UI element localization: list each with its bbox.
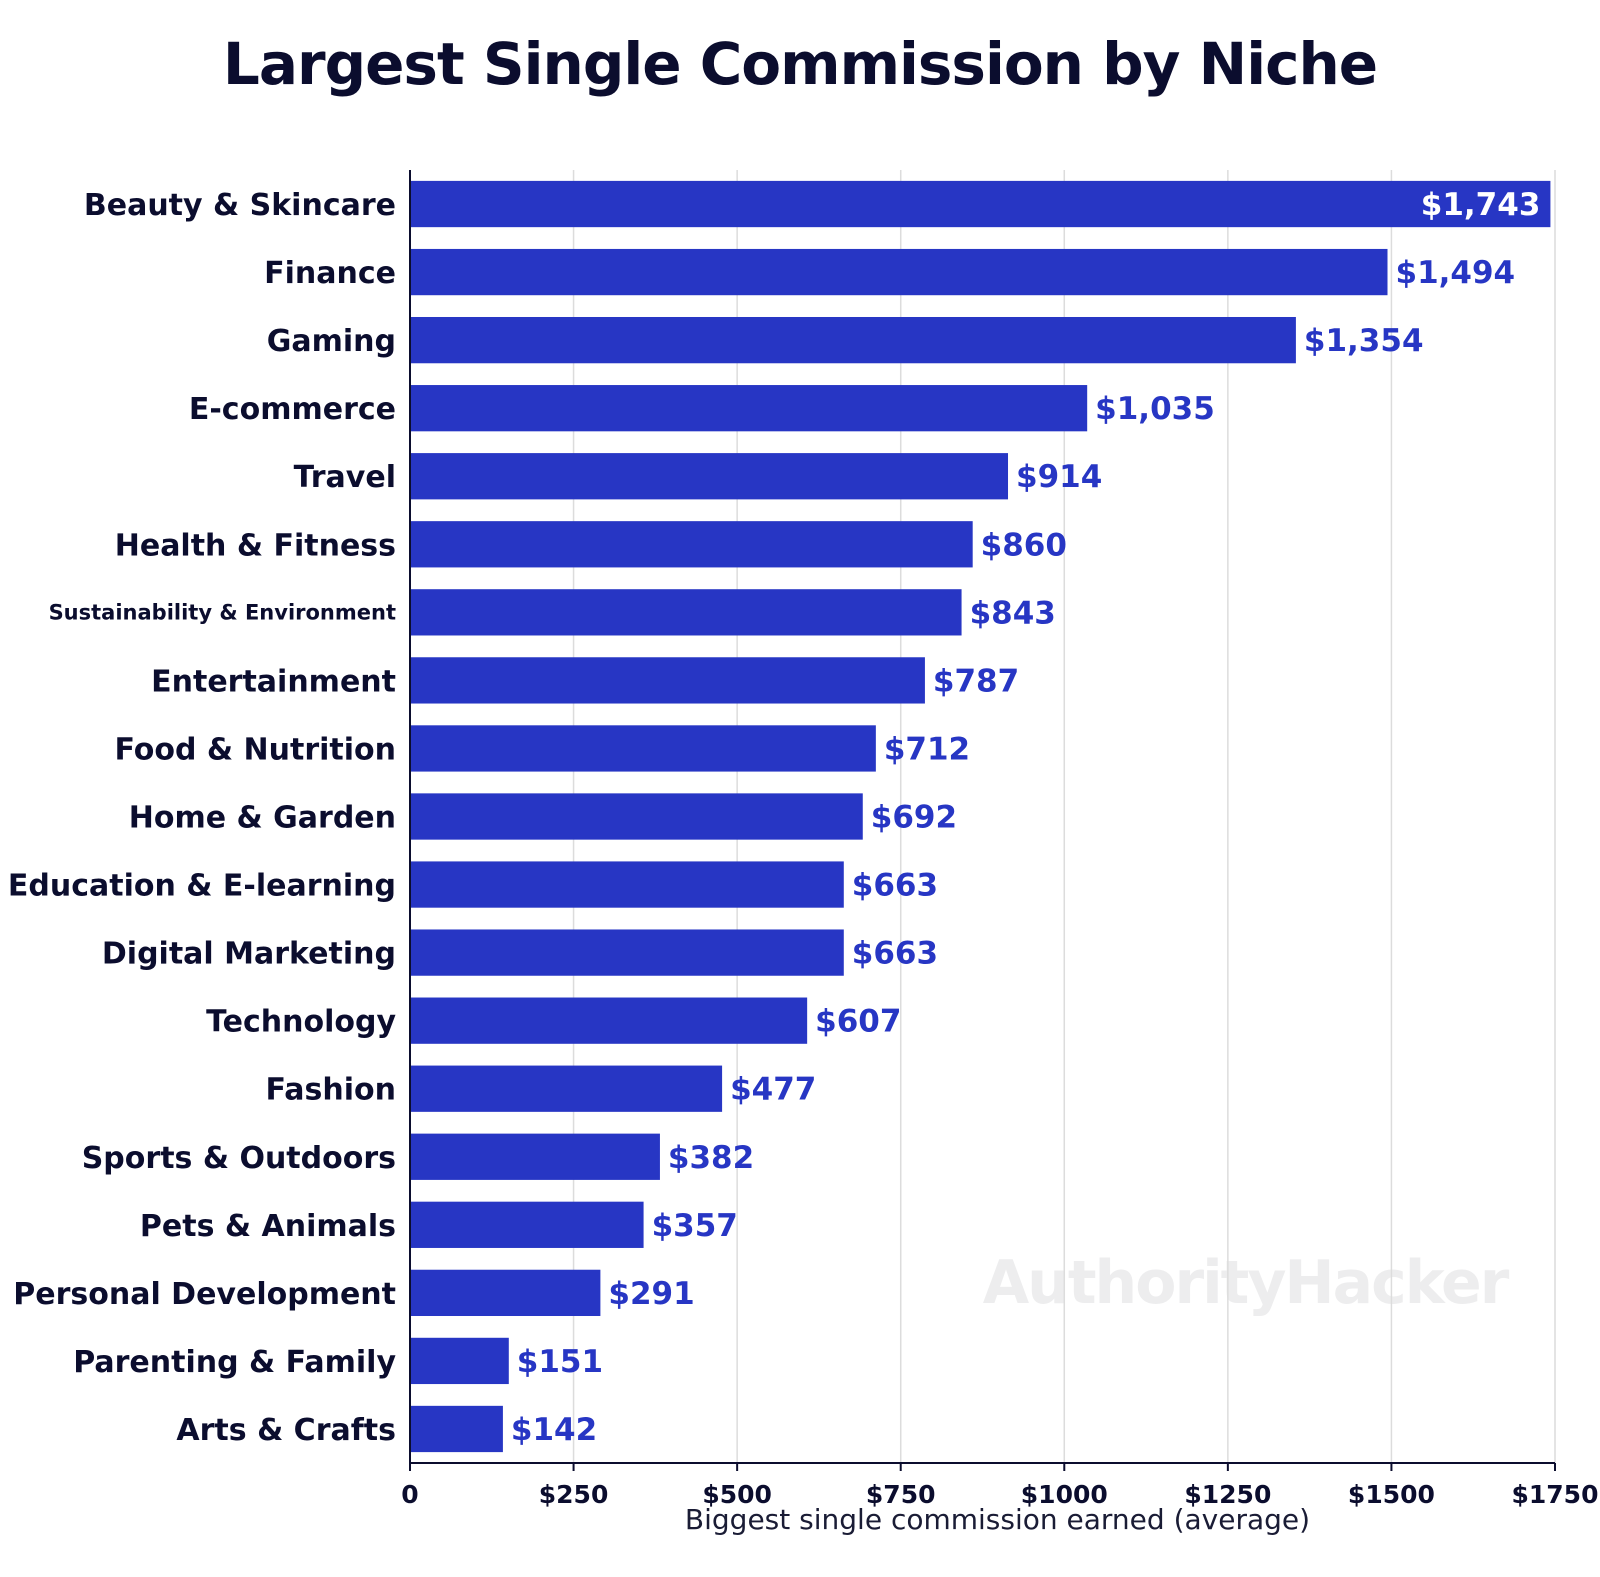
bar	[410, 180, 1551, 228]
value-label: $663	[852, 868, 938, 904]
category-label: Education & E-learning	[8, 869, 396, 904]
value-label: $692	[871, 800, 957, 836]
bar	[410, 1269, 601, 1317]
category-label: Sports & Outdoors	[82, 1141, 396, 1176]
bar	[410, 1337, 509, 1385]
x-tick-label: $750	[866, 1480, 936, 1509]
bar	[410, 657, 925, 704]
category-label: Food & Nutrition	[115, 732, 397, 767]
bar	[410, 453, 1009, 500]
category-label: Health & Fitness	[115, 528, 396, 563]
category-label: Entertainment	[151, 664, 396, 699]
bar	[410, 316, 1296, 364]
x-tick-label: $250	[539, 1480, 609, 1509]
bar	[410, 1405, 503, 1453]
bar	[410, 997, 808, 1044]
bar	[410, 589, 962, 636]
bar	[410, 521, 973, 568]
value-label: $860	[981, 527, 1067, 563]
bar	[410, 248, 1388, 296]
bar	[410, 929, 844, 976]
x-axis-title: Biggest single commission earned (averag…	[685, 1503, 1310, 1536]
bar	[410, 725, 876, 772]
value-label: $843	[970, 595, 1056, 631]
bar	[410, 385, 1088, 432]
category-label: Arts & Crafts	[176, 1413, 396, 1448]
x-tick-label: $500	[702, 1480, 772, 1509]
x-tick-label: $1750	[1512, 1480, 1599, 1509]
x-tick-label: $1250	[1184, 1480, 1271, 1509]
category-label: Gaming	[267, 324, 396, 359]
category-label: Beauty & Skincare	[84, 188, 396, 223]
value-label: $787	[933, 663, 1019, 699]
value-label: $1,494	[1396, 255, 1516, 291]
value-label: $357	[652, 1208, 738, 1244]
category-label: Home & Garden	[129, 801, 396, 836]
x-tick-label: $1000	[1021, 1480, 1108, 1509]
category-label: Personal Development	[13, 1277, 396, 1312]
bar	[410, 1201, 644, 1248]
category-label: Finance	[264, 256, 396, 291]
value-label: $663	[852, 936, 938, 972]
value-label: $477	[730, 1072, 816, 1108]
category-label: Technology	[206, 1005, 396, 1040]
value-label: $1,743	[1421, 187, 1541, 223]
value-label: $914	[1016, 459, 1102, 495]
bar	[410, 1133, 660, 1180]
value-label: $151	[517, 1344, 603, 1380]
value-label: $1,035	[1095, 391, 1215, 427]
bar	[410, 793, 863, 840]
category-label: Pets & Animals	[140, 1209, 396, 1244]
x-tick-label: $1500	[1348, 1480, 1435, 1509]
chart-title: Largest Single Commission by Niche	[222, 30, 1378, 98]
watermark-logo: AuthorityHacker	[983, 1248, 1510, 1318]
value-label: $1,354	[1304, 323, 1424, 359]
value-label: $607	[815, 1004, 901, 1040]
value-label: $712	[884, 731, 970, 767]
category-label: Fashion	[266, 1073, 396, 1108]
category-label: Travel	[294, 460, 396, 495]
category-label: E-commerce	[189, 392, 396, 427]
value-label: $142	[511, 1412, 597, 1448]
x-tick-label: 0	[401, 1480, 418, 1509]
category-label: Parenting & Family	[73, 1345, 396, 1380]
bar	[410, 1065, 723, 1112]
category-label: Sustainability & Environment	[49, 600, 396, 624]
value-label: $382	[668, 1140, 754, 1176]
category-label: Digital Marketing	[102, 937, 396, 972]
value-label: $291	[608, 1276, 694, 1312]
bar	[410, 861, 844, 908]
